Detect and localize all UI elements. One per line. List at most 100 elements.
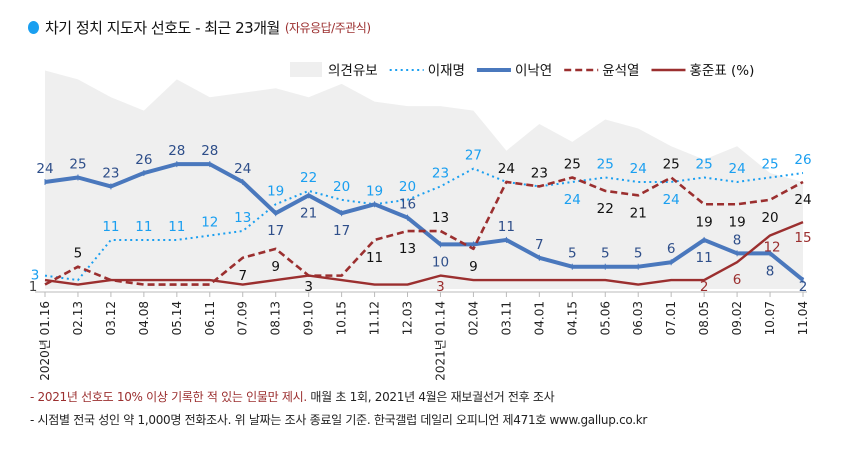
data-label-이재명: 12 bbox=[201, 214, 218, 230]
data-label-윤석열: 19 bbox=[696, 214, 713, 230]
x-tick-label: 05.06 bbox=[598, 301, 612, 335]
x-tick-label: 09.10 bbox=[302, 301, 316, 335]
data-label-이재명: 24 bbox=[728, 161, 745, 177]
x-tick-label: 10.07 bbox=[763, 301, 777, 335]
legend-item-이재명: 이재명 bbox=[389, 63, 465, 79]
data-label-윤석열: 25 bbox=[663, 157, 680, 173]
data-label-윤석열: 25 bbox=[564, 157, 581, 173]
data-label-이재명: 26 bbox=[794, 152, 811, 168]
series-line-홍준표 bbox=[44, 220, 804, 286]
data-label-윤석열: 9 bbox=[469, 259, 478, 275]
series-area-의견유보 bbox=[45, 70, 803, 290]
data-label-이재명: 25 bbox=[696, 157, 713, 173]
legend-label: 이재명 bbox=[428, 63, 465, 79]
data-label-홍준표: 2 bbox=[700, 279, 709, 295]
x-tick-label: 08.13 bbox=[269, 301, 283, 335]
title-text: 차기 정치 지도자 선호도 - 최근 23개월 bbox=[45, 19, 280, 37]
legend-swatch bbox=[290, 62, 322, 77]
data-label-이낙연: 24 bbox=[234, 161, 251, 177]
x-tick-label: 08.05 bbox=[697, 301, 711, 335]
data-label-윤석열: 9 bbox=[271, 259, 280, 275]
data-label-홍준표: 12 bbox=[763, 239, 780, 255]
legend-item-윤석열: 윤석열 bbox=[564, 63, 639, 79]
x-tick-label: 04.15 bbox=[565, 301, 579, 335]
x-tick-label: 02.13 bbox=[71, 301, 85, 335]
x-tick-label: 09.02 bbox=[730, 301, 744, 335]
data-label-이낙연: 5 bbox=[601, 246, 610, 262]
x-tick-label: 2020년 01.16 bbox=[38, 301, 52, 381]
data-label-이낙연: 11 bbox=[696, 250, 713, 266]
data-label-이재명: 25 bbox=[761, 157, 778, 173]
data-label-이재명: 20 bbox=[399, 179, 416, 195]
data-label-윤석열: 11 bbox=[366, 250, 383, 266]
x-tick-label: 04.08 bbox=[137, 301, 151, 335]
data-label-이재명: 22 bbox=[300, 170, 317, 186]
data-label-윤석열: 13 bbox=[432, 210, 449, 226]
series-line-이재명 bbox=[44, 167, 804, 282]
data-label-윤석열: 20 bbox=[761, 210, 778, 226]
data-label-윤석열: 22 bbox=[597, 201, 614, 217]
data-label-이낙연: 8 bbox=[733, 232, 742, 248]
data-label-이낙연: 7 bbox=[535, 237, 544, 253]
data-label-이낙연: 2 bbox=[799, 279, 808, 295]
x-tick-label: 07.09 bbox=[236, 301, 250, 335]
legend-item-홍준표: 홍준표 (%) bbox=[651, 63, 754, 79]
data-label-윤석열: 13 bbox=[399, 241, 416, 257]
data-label-이낙연: 17 bbox=[267, 223, 284, 239]
data-label-이재명: 24 bbox=[630, 161, 647, 177]
data-label-이재명: 11 bbox=[168, 219, 185, 235]
legend-label: 이낙연 bbox=[515, 63, 552, 79]
footnote-2-text: - 시점별 전국 성인 약 1,000명 전화조사. 위 날짜는 조사 종료일 … bbox=[30, 413, 647, 427]
footnote-1: - 2021년 선호도 10% 이상 기록한 적 있는 인물만 제시. 매월 초… bbox=[30, 388, 555, 405]
footnote-1-text: 매월 초 1회, 2021년 4월은 재보궐선거 전후 조사 bbox=[306, 390, 555, 404]
data-label-홍준표: 6 bbox=[733, 272, 742, 288]
x-tick-label: 03.11 bbox=[499, 301, 513, 335]
x-tick-label: 2021년 01.14 bbox=[433, 301, 447, 381]
legend-label: 홍준표 (%) bbox=[689, 63, 754, 79]
data-label-이낙연: 28 bbox=[168, 143, 185, 159]
x-tick-label: 07.01 bbox=[664, 301, 678, 335]
data-label-이재명: 24 bbox=[663, 192, 680, 208]
data-label-윤석열: 24 bbox=[794, 192, 811, 208]
data-label-윤석열: 19 bbox=[728, 214, 745, 230]
data-label-이재명: 3 bbox=[31, 268, 40, 284]
data-label-이낙연: 5 bbox=[568, 246, 577, 262]
legend-item-이낙연: 이낙연 bbox=[476, 63, 552, 79]
legend-label: 의견유보 bbox=[328, 63, 378, 79]
x-tick-label: 03.12 bbox=[104, 301, 118, 335]
data-label-윤석열: 5 bbox=[74, 246, 83, 262]
x-tick-label: 11.12 bbox=[368, 301, 382, 335]
data-label-이재명: 19 bbox=[366, 183, 383, 199]
data-label-이낙연: 6 bbox=[667, 241, 676, 257]
data-label-이낙연: 11 bbox=[498, 219, 515, 235]
data-label-이낙연: 26 bbox=[135, 152, 152, 168]
title-bullet-icon bbox=[28, 21, 39, 34]
data-label-이낙연: 24 bbox=[36, 161, 53, 177]
data-label-이낙연: 10 bbox=[432, 254, 449, 270]
data-label-이재명: 25 bbox=[597, 157, 614, 173]
data-label-이재명: 27 bbox=[465, 148, 482, 164]
chart-title: 차기 정치 지도자 선호도 - 최근 23개월 (자유응답/주관식) bbox=[28, 17, 371, 38]
data-label-윤석열: 23 bbox=[531, 165, 548, 181]
x-tick-label: 06.11 bbox=[203, 301, 217, 335]
series-line-윤석열 bbox=[44, 176, 804, 286]
data-label-이낙연: 17 bbox=[333, 223, 350, 239]
data-label-윤석열: 7 bbox=[238, 268, 247, 284]
x-tick-label: 10.15 bbox=[335, 301, 349, 335]
series-이재명: 3 11 11 11 12 13 19 22 20 19 20 23 27 24 25 24 24 25 24 25 2… bbox=[31, 148, 812, 284]
data-label-이낙연: 28 bbox=[201, 143, 218, 159]
data-label-이재명: 11 bbox=[102, 219, 119, 235]
data-label-이낙연: 21 bbox=[300, 205, 317, 221]
data-label-윤석열: 1 bbox=[29, 279, 38, 295]
x-tick-label: 05.14 bbox=[170, 301, 184, 335]
data-label-홍준표: 15 bbox=[794, 230, 811, 246]
data-label-윤석열: 24 bbox=[498, 161, 515, 177]
data-label-이낙연: 8 bbox=[766, 263, 775, 279]
legend-label: 윤석열 bbox=[602, 63, 639, 79]
data-label-윤석열: 3 bbox=[304, 279, 313, 295]
footnote-1-highlight: - 2021년 선호도 10% 이상 기록한 적 있는 인물만 제시. bbox=[30, 390, 307, 404]
footnote-2: - 시점별 전국 성인 약 1,000명 전화조사. 위 날짜는 조사 종료일 … bbox=[30, 411, 647, 428]
